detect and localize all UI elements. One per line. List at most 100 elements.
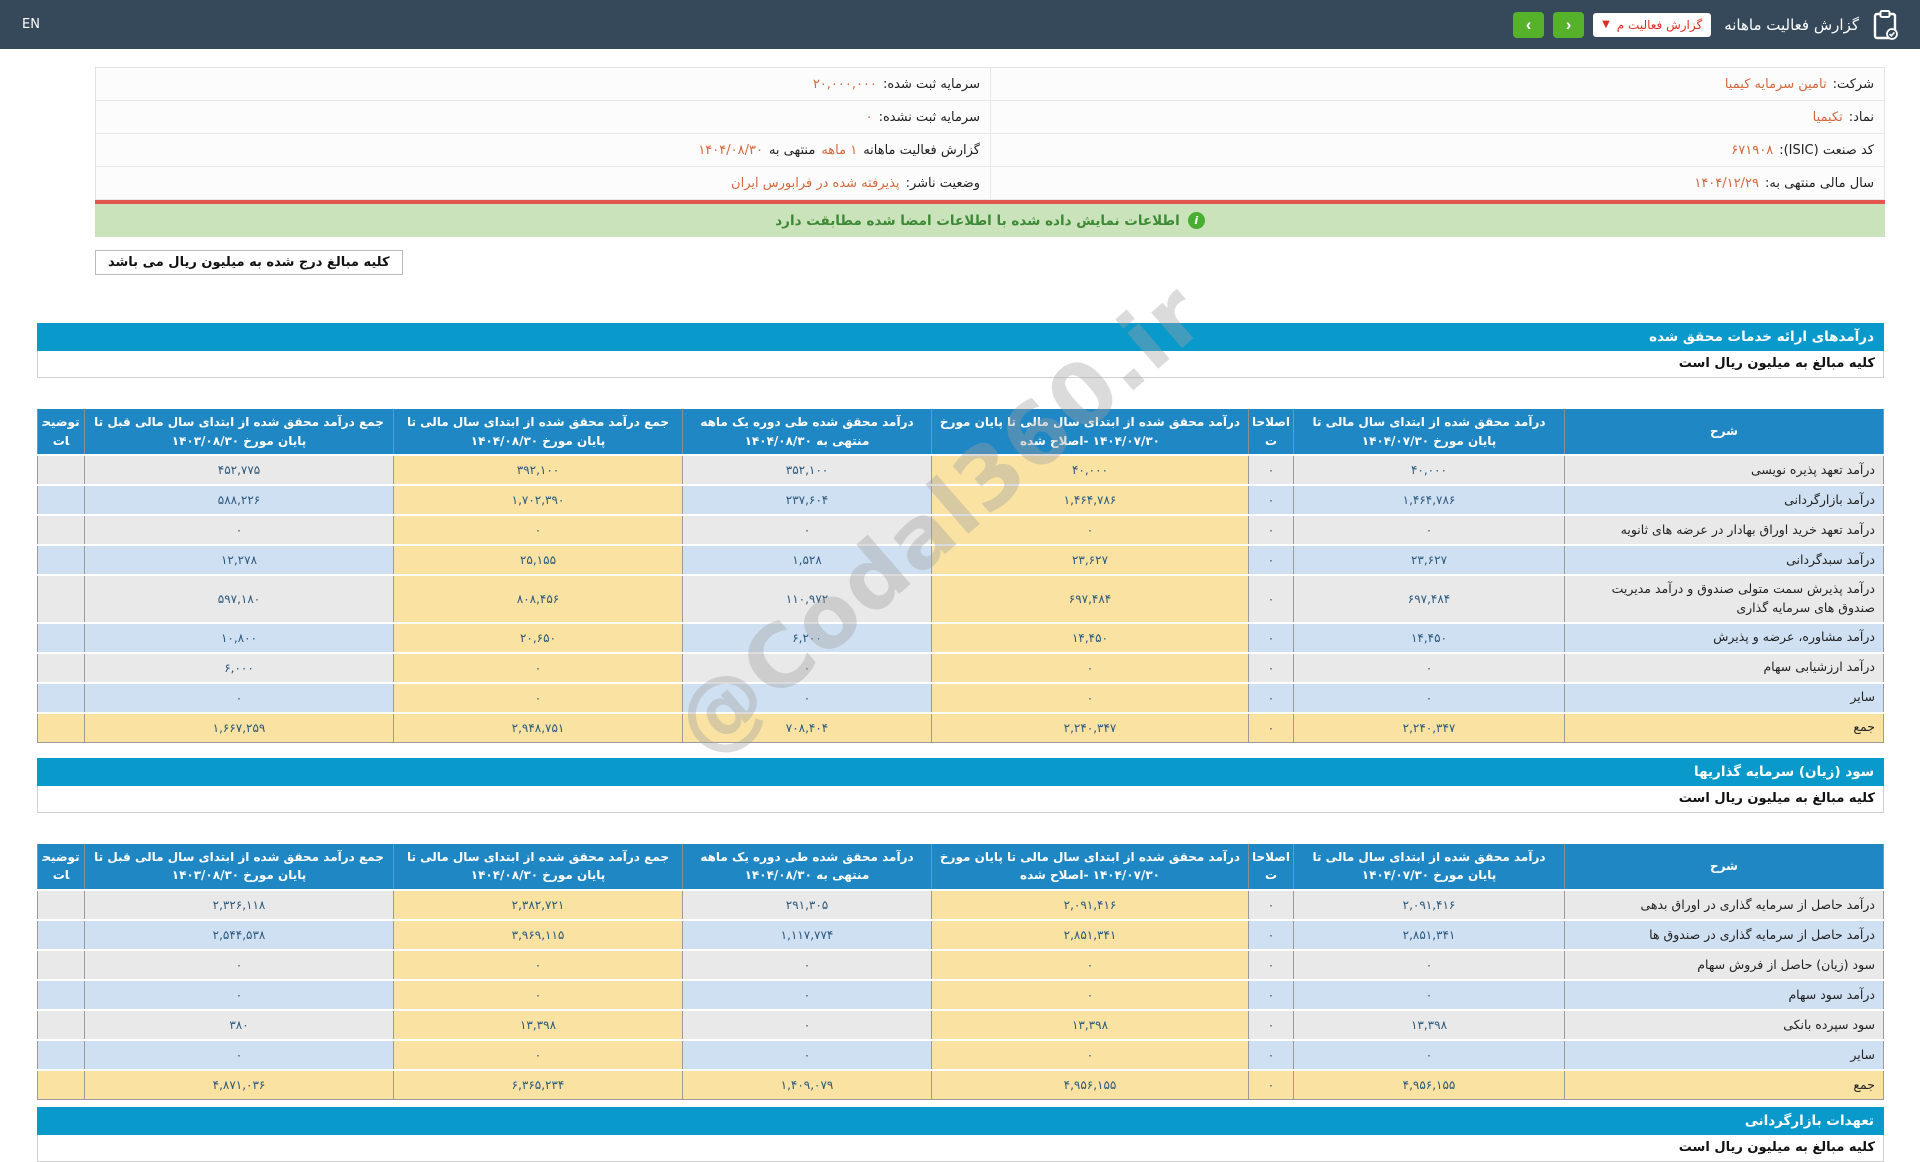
fiscal-year-label: سال مالی منتهی به: xyxy=(1764,175,1874,191)
note-box-wrap: کلیه مبالغ درج شده به میلیون ریال می باش… xyxy=(95,250,1920,275)
unregistered-capital-label: سرمایه ثبت نشده: xyxy=(878,109,980,125)
info-row: شرکت: تامین سرمایه کیمیا سرمایه ثبت شده:… xyxy=(96,68,1884,101)
row-label: سود (زیان) حاصل از فروش سهام xyxy=(1564,950,1884,979)
cell: ۵۸۸,۲۲۶ xyxy=(84,486,393,515)
isic-value: ۶۷۱۹۰۸ xyxy=(1731,142,1774,158)
symbol-field: نماد: تکیمیا xyxy=(990,101,1884,133)
column-header: جمع درآمد محقق شده از ابتدای سال مالی قب… xyxy=(84,409,393,455)
row-label: درآمد تعهد خرید اوراق بهادار در عرضه های… xyxy=(1564,516,1884,545)
cell xyxy=(37,516,84,545)
company-info-table: شرکت: تامین سرمایه کیمیا سرمایه ثبت شده:… xyxy=(95,67,1885,200)
table-row: درآمد بازارگردانی ۱,۴۶۴,۷۸۶ ۰ ۱,۴۶۴,۷۸۶ ۲۳۷,… xyxy=(37,486,1884,515)
cell: ۰ xyxy=(84,950,393,979)
column-header: اصلاحات xyxy=(1248,843,1293,889)
column-header: شرح xyxy=(1564,843,1884,889)
cell: ۰ xyxy=(1248,713,1293,743)
cell: ۲,۳۲۶,۱۱۸ xyxy=(84,890,393,919)
cell: ۰ xyxy=(1248,486,1293,515)
cell: ۰ xyxy=(682,683,931,712)
signed-info-banner: i اطلاعات نمایش داده شده با اطلاعات امضا… xyxy=(95,200,1885,237)
cell: ۲,۲۴۰,۳۴۷ xyxy=(1293,713,1564,743)
unit-note-row: کلیه مبالغ به میلیون ریال است xyxy=(37,351,1884,378)
cell: ۰ xyxy=(1248,950,1293,979)
report-period-field: گزارش فعالیت ماهانه ۱ ماهه منتهی به ۱۴۰۴… xyxy=(96,143,990,158)
cell: ۰ xyxy=(682,1010,931,1039)
cell xyxy=(37,456,84,485)
cell xyxy=(37,1040,84,1069)
amounts-unit-note-box: کلیه مبالغ درج شده به میلیون ریال می باش… xyxy=(95,250,403,275)
info-row: نماد: تکیمیا سرمایه ثبت نشده: ۰ xyxy=(96,101,1884,134)
row-label: درآمد پذیرش سمت متولی صندوق و درآمد مدیر… xyxy=(1564,576,1884,622)
symbol-value: تکیمیا xyxy=(1812,109,1843,125)
table-row: سایر ۰ ۰ ۰ ۰ ۰ ۰ xyxy=(37,1040,1884,1069)
cell: ۲۰,۶۵۰ xyxy=(393,623,682,652)
next-report-button[interactable]: › xyxy=(1553,11,1585,38)
cell: ۲۳,۶۲۷ xyxy=(931,546,1248,575)
cell: ۱,۷۰۲,۳۹۰ xyxy=(393,486,682,515)
cell: ۱۳,۳۹۸ xyxy=(1293,1010,1564,1039)
report-period-date: ۱۴۰۴/۰۸/۳۰ xyxy=(698,142,763,158)
cell xyxy=(37,1070,84,1100)
header-row: شرح درآمد محقق شده از ابتدای سال مالی تا … xyxy=(37,843,1884,889)
cell: ۲,۸۵۱,۳۴۱ xyxy=(931,920,1248,949)
chevron-down-icon: ▼ xyxy=(1602,19,1610,30)
cell: ۰ xyxy=(84,683,393,712)
cell: ۰ xyxy=(1248,683,1293,712)
registered-capital-value: ۲۰,۰۰۰,۰۰۰ xyxy=(812,76,877,92)
cell xyxy=(37,486,84,515)
cell: ۲۵,۱۵۵ xyxy=(393,546,682,575)
cell: ۲,۰۹۱,۴۱۶ xyxy=(1293,890,1564,919)
column-header: درآمد محقق شده از ابتدای سال مالی تا پای… xyxy=(1293,843,1564,889)
cell xyxy=(37,713,84,743)
cell: ۰ xyxy=(1248,576,1293,622)
cell: ۱,۶۶۷,۲۵۹ xyxy=(84,713,393,743)
cell: ۱۲,۲۷۸ xyxy=(84,546,393,575)
cell: ۰ xyxy=(1248,890,1293,919)
cell: ۰ xyxy=(931,980,1248,1009)
table-row: سود (زیان) حاصل از فروش سهام ۰ ۰ ۰ ۰ ۰ ۰ xyxy=(37,950,1884,979)
row-label: درآمد سبدگردانی xyxy=(1564,546,1884,575)
cell xyxy=(37,920,84,949)
column-header: توضیحات xyxy=(37,843,84,889)
report-period-label-2: منتهی به xyxy=(768,142,816,158)
cell: ۰ xyxy=(1248,1070,1293,1100)
column-header: درآمد محقق شده از ابتدای سال مالی تا پای… xyxy=(931,843,1248,889)
row-label: درآمد حاصل از سرمایه گذاری در اوراق بدهی xyxy=(1564,890,1884,919)
section-title-market-making: تعهدات بازارگردانی xyxy=(37,1106,1884,1135)
column-header: درآمد محقق شده از ابتدای سال مالی تا پای… xyxy=(1293,409,1564,455)
services-revenue: شرح درآمد محقق شده از ابتدای سال مالی تا … xyxy=(37,407,1884,745)
services-revenue-table: شرح درآمد محقق شده از ابتدای سال مالی تا … xyxy=(37,407,1884,745)
cell: ۰ xyxy=(84,516,393,545)
table-row: درآمد سبدگردانی ۲۳,۶۲۷ ۰ ۲۳,۶۲۷ ۱,۵۲۸ ۲۵,۱۵۵ ۱… xyxy=(37,546,1884,575)
cell xyxy=(37,950,84,979)
cell xyxy=(37,653,84,682)
row-label: جمع xyxy=(1564,713,1884,743)
cell: ۰ xyxy=(682,950,931,979)
table-row: درآمد حاصل از سرمایه گذاری در اوراق بدهی… xyxy=(37,890,1884,919)
top-bar: EN ‹ › ▼ گزارش فعالیت م گزارش فعالیت ماه… xyxy=(0,0,1920,49)
cell: ۰ xyxy=(682,516,931,545)
report-type-dropdown[interactable]: ▼ گزارش فعالیت م xyxy=(1593,12,1712,37)
table-row: سایر ۰ ۰ ۰ ۰ ۰ ۰ xyxy=(37,683,1884,712)
prev-report-button[interactable]: ‹ xyxy=(1513,11,1545,38)
header-row: شرح درآمد محقق شده از ابتدای سال مالی تا … xyxy=(37,409,1884,455)
info-row: سال مالی منتهی به: ۱۴۰۴/۱۲/۲۹ وضعیت ناشر… xyxy=(96,167,1884,200)
cell: ۴۰,۰۰۰ xyxy=(1293,456,1564,485)
cell: ۰ xyxy=(931,683,1248,712)
cell: ۰ xyxy=(393,950,682,979)
issuer-status-value: پذیرفته شده در فرابورس ایران xyxy=(731,175,900,191)
cell: ۸۰۸,۴۵۶ xyxy=(393,576,682,622)
cell: ۳,۹۶۹,۱۱۵ xyxy=(393,920,682,949)
language-switch-en[interactable]: EN xyxy=(22,17,40,32)
row-label: سایر xyxy=(1564,683,1884,712)
column-header: توضیحات xyxy=(37,409,84,455)
cell: ۰ xyxy=(1248,516,1293,545)
cell: ۰ xyxy=(1293,683,1564,712)
info-row: کد صنعت (ISIC): ۶۷۱۹۰۸ گزارش فعالیت ماها… xyxy=(96,134,1884,167)
section-title-investment-profit: سود (زیان) سرمایه گذاریها xyxy=(37,757,1884,786)
cell: ۰ xyxy=(931,950,1248,979)
cell: ۰ xyxy=(1293,950,1564,979)
section-title-services-revenue: درآمدهای ارائه خدمات محقق شده xyxy=(37,323,1884,351)
row-label: جمع xyxy=(1564,1070,1884,1100)
cell: ۰ xyxy=(1248,623,1293,652)
